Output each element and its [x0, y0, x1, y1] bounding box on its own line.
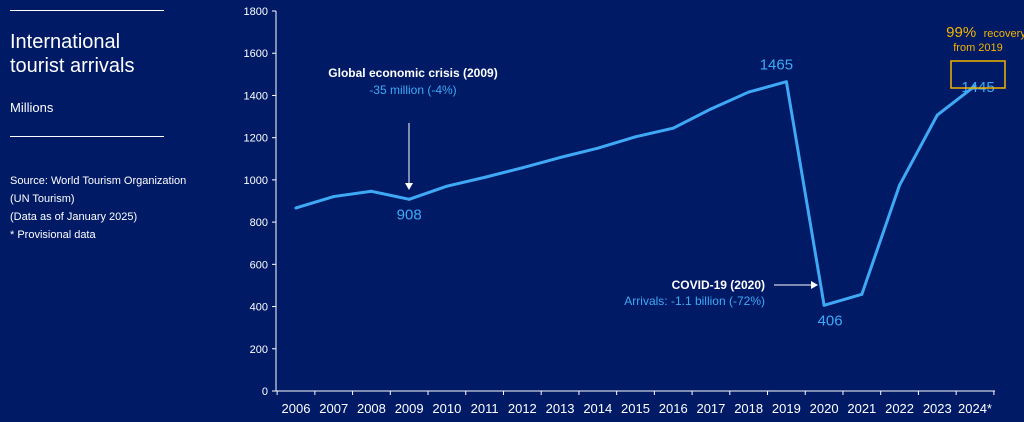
x-tick-label: 2011: [471, 401, 499, 416]
x-tick-label: 2010: [432, 401, 461, 416]
data-label: 406: [818, 312, 843, 329]
divider-bottom: [10, 136, 164, 137]
annotation-covid-title: COVID-19 (2020): [672, 278, 765, 292]
y-tick-label: 600: [250, 259, 268, 271]
x-tick-label: 2015: [621, 401, 650, 416]
y-axis: 0 200 400 600 800 1000 1200 1400 1600 1800: [244, 6, 276, 398]
y-tick-label: 0: [262, 386, 268, 398]
annotation-crisis-title: Global economic crisis (2009): [328, 66, 497, 80]
data-point: [860, 292, 864, 296]
y-tick-label: 1000: [244, 175, 268, 187]
annotation-covid-body: Arrivals: -1.1 billion (-72%): [624, 294, 765, 308]
x-tick-label: 2022: [885, 401, 914, 416]
x-tick-label: 2023: [923, 401, 952, 416]
data-point: [294, 206, 298, 210]
y-tick-label: 1200: [244, 133, 268, 145]
y-tick-label: 400: [250, 302, 268, 314]
data-point: [520, 166, 524, 170]
data-label: 1465: [760, 57, 793, 74]
data-point: [898, 183, 902, 187]
x-tick-label: 2024*: [958, 401, 992, 416]
data-point: [784, 80, 788, 84]
x-tick-label: 2020: [810, 401, 839, 416]
data-point: [935, 113, 939, 117]
data-point: [822, 303, 826, 307]
divider-top: [10, 10, 164, 11]
source-line: * Provisional data: [10, 229, 96, 241]
recovery-word: recovery: [984, 28, 1024, 40]
x-axis: 2006 2007 2008 2009 2010 2011 2012 2013 2014 2015…: [276, 391, 995, 416]
x-tick-label: 2009: [395, 401, 424, 416]
y-tick-label: 800: [250, 217, 268, 229]
data-point: [483, 175, 487, 179]
chart-unit: Millions: [10, 100, 54, 115]
y-tick-label: 1800: [244, 6, 268, 18]
x-tick-label: 2006: [282, 401, 311, 416]
chart-title: International tourist arrivals: [10, 31, 135, 77]
y-tick-label: 1400: [244, 90, 268, 102]
chart-axes: [275, 11, 995, 392]
annotation-recovery-title: 99% recovery: [946, 24, 1024, 41]
y-tick-label: 1600: [244, 48, 268, 60]
source-line: (Data as of January 2025): [10, 211, 138, 223]
data-point: [369, 189, 373, 193]
data-label: 908: [397, 206, 422, 223]
x-tick-label: 2021: [847, 401, 876, 416]
x-tick-label: 2017: [696, 401, 725, 416]
data-point: [973, 84, 977, 88]
data-point: [709, 107, 713, 111]
data-point: [558, 156, 562, 160]
covid-arrow-head: [811, 281, 818, 289]
annotation-recovery-from: from 2019: [953, 42, 1003, 54]
source-note: Source: World Tourism Organization (UN T…: [10, 172, 230, 244]
data-point: [671, 126, 675, 130]
crisis-arrow-head: [405, 183, 413, 190]
data-point: [747, 90, 751, 94]
x-tick-label: 2016: [659, 401, 688, 416]
source-line: Source: World Tourism Organization: [10, 175, 187, 187]
x-tick-label: 2014: [583, 401, 612, 416]
x-tick-label: 2013: [546, 401, 575, 416]
data-point: [445, 184, 449, 188]
data-point: [634, 135, 637, 139]
source-line: (UN Tourism): [10, 193, 75, 205]
annotation-crisis-body: -35 million (-4%): [369, 83, 456, 97]
x-tick-label: 2019: [772, 401, 801, 416]
x-tick-label: 2018: [734, 401, 763, 416]
series-group: [294, 80, 977, 307]
x-tick-label: 2012: [508, 401, 537, 416]
data-point: [407, 197, 411, 201]
data-point: [596, 146, 600, 150]
recovery-percent: 99%: [946, 24, 976, 41]
series-line: [295, 80, 976, 307]
y-tick-label: 200: [250, 344, 268, 356]
data-point: [332, 195, 336, 199]
x-tick-label: 2008: [357, 401, 386, 416]
x-tick-label: 2007: [319, 401, 348, 416]
recovery-box: [950, 60, 1006, 89]
